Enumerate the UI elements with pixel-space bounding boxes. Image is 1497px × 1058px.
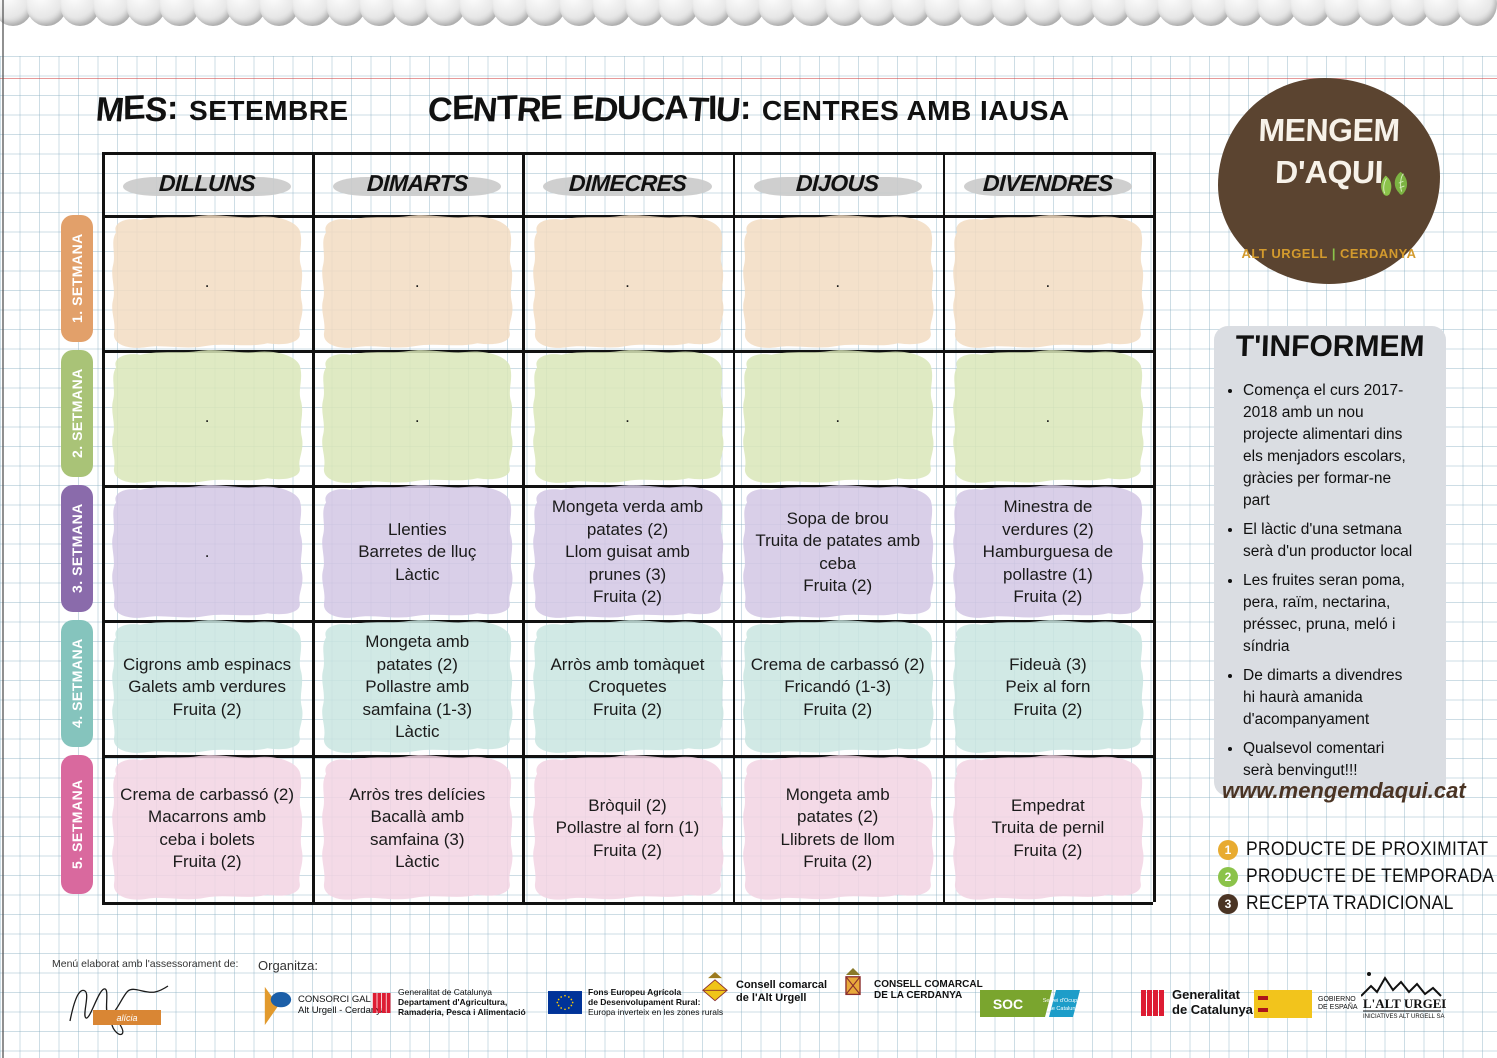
svg-text:alícia: alícia [116,1013,137,1023]
svg-text:SOC: SOC [993,996,1023,1012]
svg-text:INICIATIVES ALT URGELL SA: INICIATIVES ALT URGELL SA [1363,1014,1444,1020]
svg-text:de Catalunya: de Catalunya [1049,1006,1080,1012]
svg-text:L'ALT URGELL: L'ALT URGELL [1363,996,1446,1011]
svg-text:Servei d'Ocupació: Servei d'Ocupació [1043,998,1080,1004]
